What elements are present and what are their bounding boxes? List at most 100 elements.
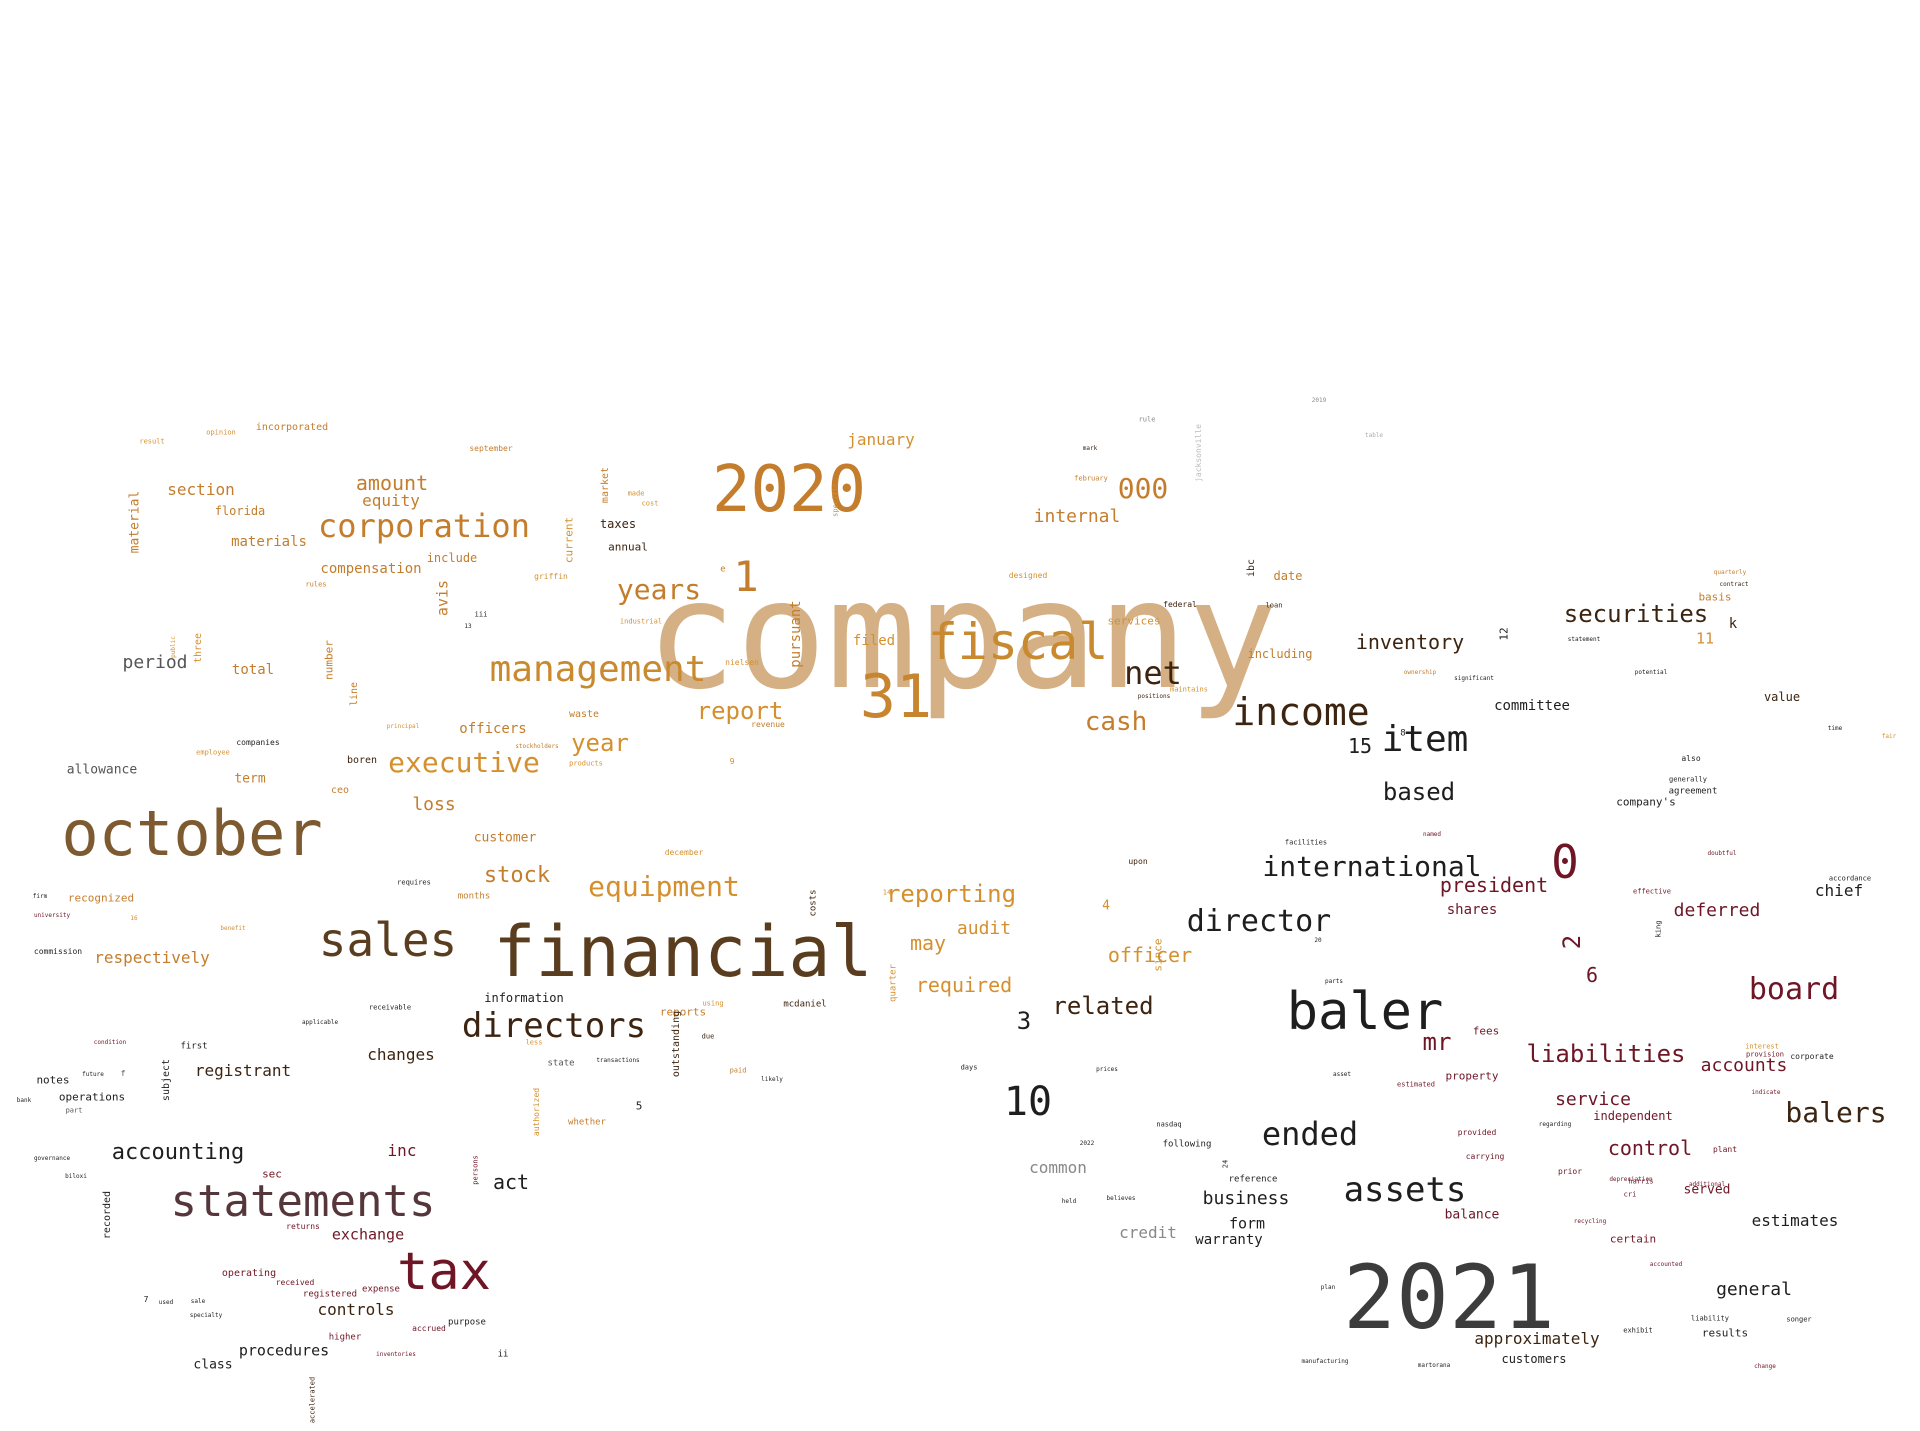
word: accounting <box>111 1140 245 1165</box>
word: net <box>1124 654 1182 692</box>
word: results <box>1701 1326 1749 1340</box>
word: 2021 <box>1343 1246 1555 1349</box>
word: florida <box>214 504 266 518</box>
word: act <box>492 1170 530 1194</box>
word: 2022 <box>1079 1140 1095 1147</box>
word: equipment <box>588 870 740 903</box>
word: corporation <box>318 507 530 545</box>
word: made <box>627 489 645 498</box>
word: griffin <box>534 572 568 581</box>
word: received <box>275 1278 315 1287</box>
word: inc <box>387 1141 417 1160</box>
word: taxes <box>599 517 637 531</box>
word: audit <box>956 918 1012 939</box>
word: principal <box>386 723 420 730</box>
word: period <box>122 652 188 673</box>
word: exhibit <box>1623 1326 1653 1335</box>
word: specific <box>831 483 840 517</box>
word: additional <box>1688 1181 1726 1188</box>
word: nasdaq <box>1156 1120 1182 1129</box>
word: avis <box>433 579 452 617</box>
word: loan <box>1265 601 1283 610</box>
word: benefit <box>220 925 246 932</box>
word: deferred <box>1673 900 1761 921</box>
word: basis <box>1698 590 1732 604</box>
word: harris <box>1628 1177 1654 1186</box>
word: employee <box>196 748 230 757</box>
word: specialty <box>189 1312 223 1319</box>
word: years <box>616 573 702 606</box>
word: opinion <box>206 428 236 437</box>
word: 2 <box>1558 934 1586 950</box>
word: table <box>1364 432 1384 439</box>
word: whether <box>568 1117 606 1128</box>
word: 9 <box>729 757 735 766</box>
word: stockholders <box>515 743 559 750</box>
word: industrial <box>619 617 663 626</box>
word: designed <box>1008 571 1048 580</box>
word: f <box>120 1069 126 1078</box>
word: revenue <box>751 720 785 729</box>
word: provided <box>1457 1128 1497 1137</box>
word: director <box>1186 904 1332 939</box>
word: october <box>61 797 323 870</box>
word: 12 <box>1497 627 1511 641</box>
word: 10 <box>1003 1079 1053 1125</box>
word: ii <box>497 1349 509 1360</box>
word: respectively <box>94 948 210 967</box>
word: certain <box>1609 1232 1657 1246</box>
word: january <box>847 430 915 449</box>
word: officer <box>1107 943 1193 967</box>
word: contract <box>1719 581 1749 588</box>
word: also <box>1681 754 1701 763</box>
word: martorana <box>1417 1362 1451 1369</box>
word: baler <box>1286 982 1444 1042</box>
word: named <box>1422 831 1442 838</box>
word: cri <box>1623 1190 1637 1199</box>
word: facilities <box>1284 838 1328 847</box>
word: committee <box>1494 698 1570 714</box>
word: since <box>1151 938 1165 972</box>
word: recorded <box>102 1190 113 1240</box>
word: 4 <box>1102 898 1110 914</box>
word: held <box>1061 1198 1077 1205</box>
word: 000 <box>1117 472 1169 505</box>
word: operations <box>58 1090 126 1104</box>
word: tax <box>397 1242 491 1302</box>
word: 1 <box>733 552 759 601</box>
word: controls <box>317 1300 395 1319</box>
word: liability <box>1691 1314 1729 1323</box>
word: subject <box>161 1058 172 1102</box>
word: december <box>664 848 704 857</box>
word: receivable <box>368 1003 412 1012</box>
word: prices <box>1096 1066 1118 1073</box>
word: regarding <box>1538 1121 1572 1128</box>
word: services <box>1107 614 1161 628</box>
word: parts <box>1324 978 1344 985</box>
word: due <box>701 1032 715 1041</box>
word: iii <box>474 610 488 619</box>
word: incorporated <box>255 422 329 433</box>
word: materials <box>231 534 307 550</box>
word: 16 <box>130 915 138 922</box>
word: sales <box>318 913 458 967</box>
word: president <box>1439 873 1549 897</box>
word: authorized <box>532 1087 541 1137</box>
word: depreciation <box>1609 1176 1653 1183</box>
word: 2020 <box>711 453 867 527</box>
word: february <box>1074 474 1108 483</box>
word: total <box>231 662 275 678</box>
word: significant <box>1454 675 1494 682</box>
word: quarterly <box>1713 569 1747 576</box>
word: mcdaniel <box>783 999 827 1010</box>
word: independent <box>1593 1109 1673 1123</box>
word: accounts <box>1700 1055 1788 1076</box>
word: filed <box>852 633 896 649</box>
word: agreement <box>1668 786 1718 797</box>
word: loss <box>412 794 456 815</box>
word: provision <box>1746 1050 1784 1059</box>
word: liabilities <box>1526 1040 1686 1068</box>
word: state <box>547 1058 575 1069</box>
word: nielsen <box>725 658 759 667</box>
word: boren <box>346 755 378 766</box>
